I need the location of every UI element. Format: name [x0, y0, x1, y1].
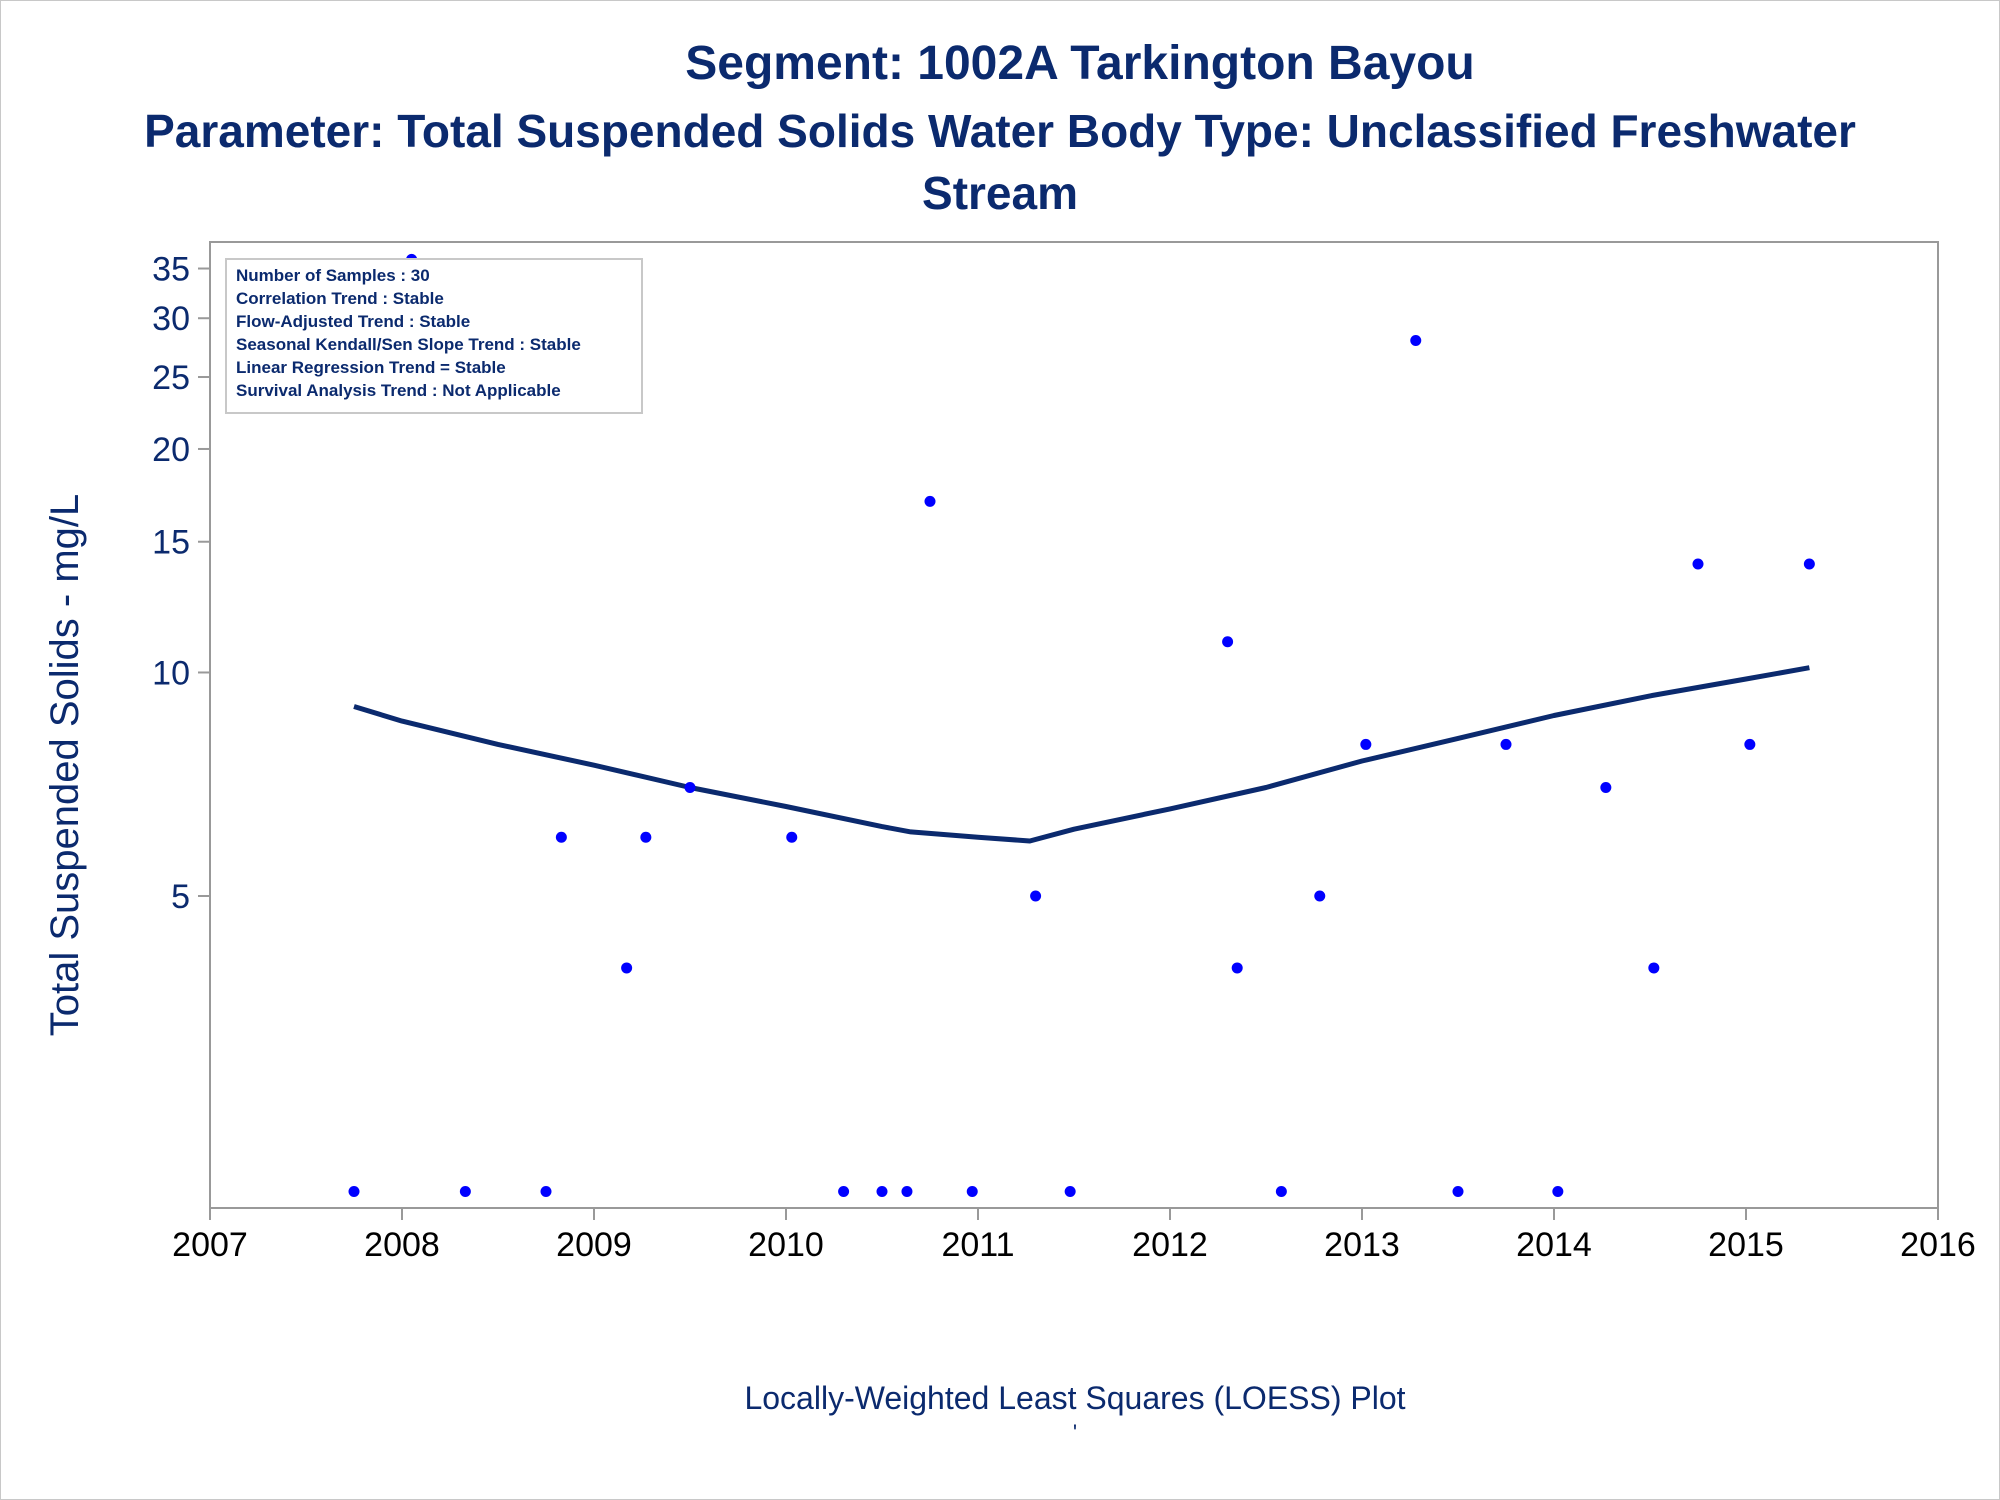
data-point: [555, 831, 567, 843]
stats-line: Survival Analysis Trend : Not Applicable: [236, 381, 561, 400]
stats-box: [225, 258, 643, 414]
x-tick-label: 2007: [172, 1226, 248, 1264]
data-point: [838, 1185, 850, 1197]
y-tick-label: 35: [152, 251, 190, 289]
data-point: [901, 1185, 913, 1197]
y-tick-label: 20: [152, 431, 190, 469]
data-point: [924, 495, 936, 507]
y-axis-label: Total Suspended Solids - mg/L: [43, 494, 87, 1037]
x-tick-label: 2014: [1516, 1226, 1592, 1264]
chart-subtitle-continued: Stream: [922, 167, 1078, 219]
data-point: [1600, 781, 1612, 793]
x-tick-label: 2008: [364, 1226, 440, 1264]
x-tick-label: 2016: [1900, 1226, 1976, 1264]
x-tick-label: 2011: [941, 1226, 1014, 1264]
loess-line: [353, 665, 1810, 844]
x-tick-label: 2015: [1708, 1226, 1784, 1264]
data-point: [966, 1185, 978, 1197]
y-tick-label: 30: [152, 300, 190, 338]
x-tick-label: 2010: [748, 1226, 824, 1264]
data-point: [1692, 558, 1704, 570]
data-point: [684, 781, 696, 793]
data-point: [1360, 738, 1372, 750]
footnote: Locally-Weighted Least Squares (LOESS) P…: [744, 1380, 1406, 1416]
stats-line: Number of Samples : 30: [236, 266, 430, 285]
y-tick-label: 25: [152, 359, 190, 397]
data-point: [1231, 962, 1243, 974]
data-point: [640, 831, 652, 843]
y-tick-label: 5: [171, 878, 190, 916]
data-point: [1803, 558, 1815, 570]
data-point: [459, 1185, 471, 1197]
data-point: [876, 1185, 888, 1197]
x-tick-label: 2009: [556, 1226, 632, 1264]
data-point: [1222, 636, 1234, 648]
plot-area: [209, 241, 1939, 1209]
stats-line: Seasonal Kendall/Sen Slope Trend : Stabl…: [236, 335, 581, 354]
y-tick-label: 15: [152, 524, 190, 562]
x-tick-label: 2012: [1132, 1226, 1208, 1264]
data-point: [786, 831, 798, 843]
y-tick-label: 10: [152, 654, 190, 692]
data-point: [621, 962, 633, 974]
data-point: [1744, 738, 1756, 750]
data-point: [1275, 1185, 1287, 1197]
data-point: [1500, 738, 1512, 750]
data-point: [1410, 334, 1422, 346]
data-point: [348, 1185, 360, 1197]
data-point: [1552, 1185, 1564, 1197]
stats-line: Flow-Adjusted Trend : Stable: [236, 312, 470, 331]
stats-line: Linear Regression Trend = Stable: [236, 358, 506, 377]
data-point: [1314, 890, 1326, 902]
chart-title: Segment: 1002A Tarkington Bayou: [685, 37, 1475, 90]
data-point: [1452, 1185, 1464, 1197]
stats-line: Correlation Trend : Stable: [236, 289, 444, 308]
data-point: [1064, 1185, 1076, 1197]
chart-subtitle: Parameter: Total Suspended Solids Water …: [144, 105, 1856, 157]
data-point: [1030, 890, 1042, 902]
data-point: [540, 1185, 552, 1197]
data-point: [1648, 962, 1660, 974]
x-tick-label: 2013: [1324, 1226, 1400, 1264]
footnote-mark: ': [1072, 1420, 1078, 1445]
